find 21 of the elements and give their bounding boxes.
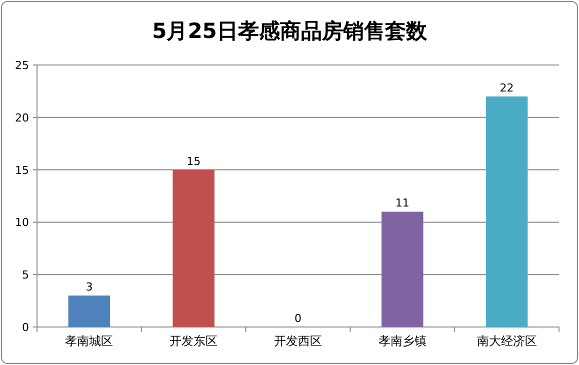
data-label: 15 bbox=[186, 154, 201, 168]
x-tick-label: 南大经济区 bbox=[476, 334, 537, 348]
chart-title: 5月25日孝感商品房销售套数 bbox=[152, 19, 428, 43]
y-tick-label: 0 bbox=[22, 321, 29, 334]
y-tick-label: 5 bbox=[22, 268, 29, 282]
y-tick-label: 25 bbox=[15, 59, 29, 72]
bar bbox=[486, 96, 528, 327]
bar bbox=[68, 296, 110, 327]
y-tick-label: 15 bbox=[15, 164, 29, 177]
data-label: 0 bbox=[294, 312, 302, 325]
data-label: 11 bbox=[395, 196, 410, 210]
x-tick-label: 孝南城区 bbox=[65, 334, 114, 348]
bar bbox=[382, 212, 424, 327]
data-label: 3 bbox=[86, 280, 93, 294]
y-tick-label: 20 bbox=[15, 111, 29, 124]
y-tick-label: 10 bbox=[15, 216, 29, 230]
bar bbox=[172, 170, 214, 327]
x-tick-label: 孝南乡镇 bbox=[378, 334, 426, 348]
data-label: 22 bbox=[500, 81, 514, 94]
x-tick-label: 开发西区 bbox=[274, 334, 322, 348]
x-tick-label: 开发东区 bbox=[170, 334, 218, 348]
